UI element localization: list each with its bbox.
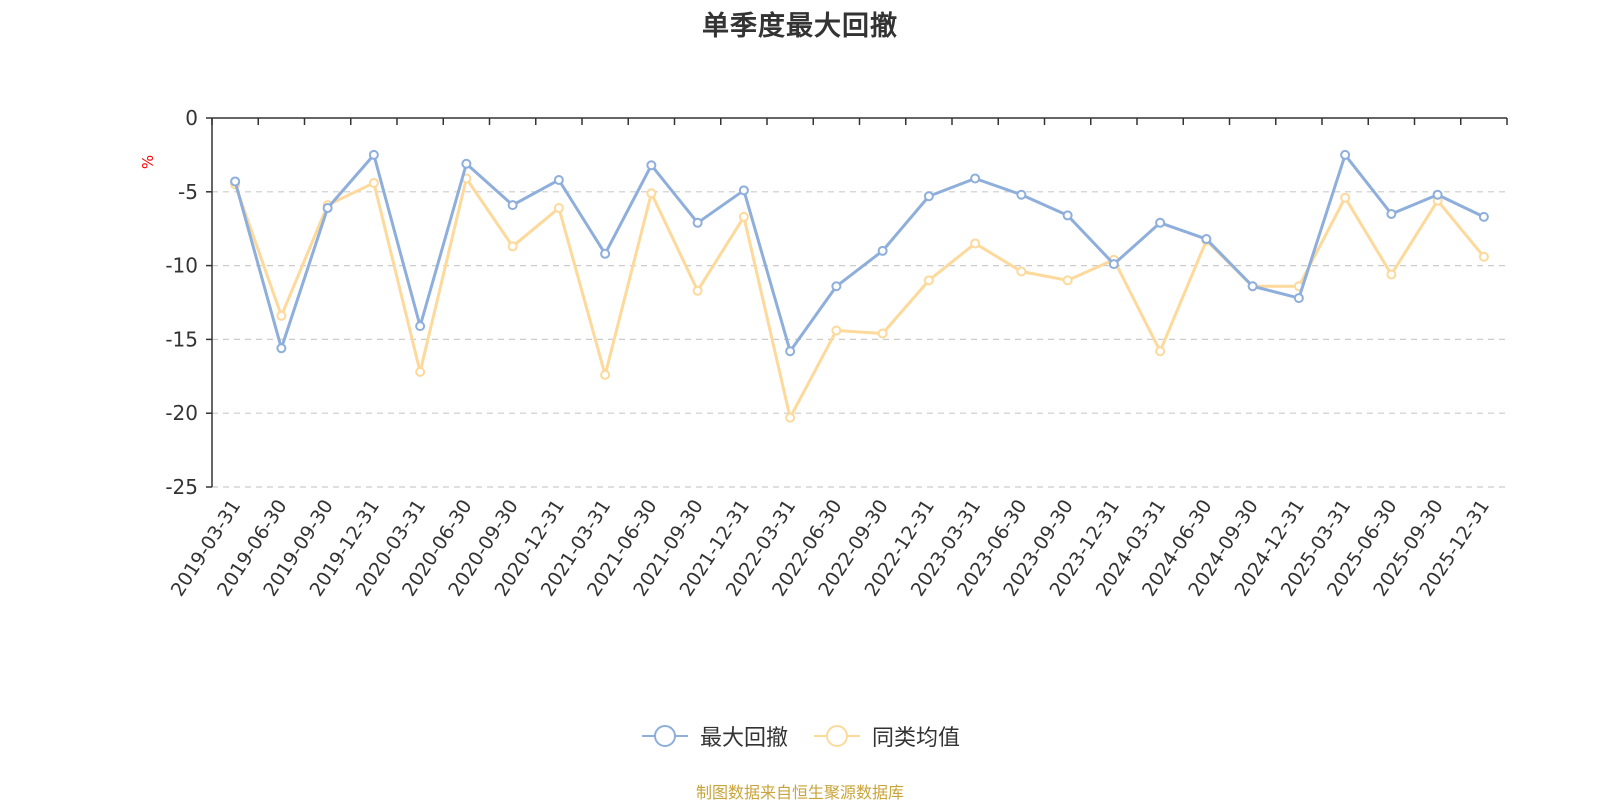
data-point[interactable] [1108, 259, 1119, 270]
y-tick-label: 0 [185, 106, 198, 130]
data-point[interactable] [877, 245, 888, 256]
data-point[interactable] [461, 158, 472, 169]
data-point[interactable] [831, 325, 842, 336]
source-note: 制图数据来自恒生聚源数据库 [695, 783, 904, 802]
data-point[interactable] [415, 366, 426, 377]
data-point[interactable] [831, 281, 842, 292]
data-point[interactable] [553, 203, 564, 214]
data-point[interactable] [1432, 189, 1443, 200]
data-point[interactable] [276, 343, 287, 354]
data-point[interactable] [1340, 149, 1351, 160]
legend-line-circle-icon [641, 725, 688, 747]
data-point[interactable] [785, 412, 796, 423]
y-tick-label: -20 [165, 401, 198, 425]
data-point[interactable] [1386, 208, 1397, 219]
grid-lines [212, 191, 1507, 488]
data-point[interactable] [1062, 210, 1073, 221]
x-tick-labels: 2019-03-312019-06-302019-09-302019-12-31… [167, 496, 1494, 601]
y-tick-label: -5 [178, 180, 198, 204]
legend-item-max-drawdown[interactable]: 最大回撤 [640, 720, 788, 752]
y-tick-label: -25 [165, 475, 198, 499]
legend-item-peer-average[interactable]: 同类均值 [812, 720, 960, 752]
y-tick-labels: 0 -5 -10 -15 -20 -25 [165, 106, 198, 499]
data-point[interactable] [692, 217, 703, 228]
data-point[interactable] [1062, 275, 1073, 286]
data-point[interactable] [1016, 266, 1027, 277]
series-line [233, 177, 1486, 420]
data-point[interactable] [1386, 269, 1397, 280]
chart-title: 单季度最大回撤 [702, 11, 898, 42]
data-point[interactable] [368, 149, 379, 160]
legend-label: 同类均值 [872, 726, 961, 751]
legend-label: 最大回撤 [699, 726, 788, 751]
data-point[interactable] [600, 369, 611, 380]
data-point[interactable] [1478, 211, 1489, 222]
data-point[interactable] [230, 176, 241, 187]
y-axis-label: % [139, 155, 157, 169]
data-point[interactable] [1478, 251, 1489, 262]
y-tick-label: -15 [165, 327, 198, 351]
data-point[interactable] [692, 285, 703, 296]
data-point[interactable] [322, 203, 333, 214]
data-point[interactable] [507, 241, 518, 252]
data-point[interactable] [276, 310, 287, 321]
data-point[interactable] [785, 346, 796, 357]
data-point[interactable] [1247, 281, 1258, 292]
data-point[interactable] [507, 200, 518, 211]
data-point[interactable] [415, 321, 426, 332]
data-point[interactable] [600, 248, 611, 259]
data-point[interactable] [923, 191, 934, 202]
series-line [233, 153, 1485, 353]
legend-line-circle-icon [814, 725, 860, 747]
data-point[interactable] [970, 238, 981, 249]
data-point[interactable] [646, 160, 657, 171]
data-point[interactable] [1293, 293, 1304, 304]
data-point[interactable] [1016, 189, 1027, 200]
data-point[interactable] [970, 173, 981, 184]
data-point[interactable] [738, 185, 749, 196]
data-point[interactable] [368, 177, 379, 188]
data-point[interactable] [1201, 234, 1212, 245]
data-point[interactable] [923, 275, 934, 286]
data-point[interactable] [553, 174, 564, 185]
data-point[interactable] [1340, 192, 1351, 203]
data-point[interactable] [738, 211, 749, 222]
data-point[interactable] [1155, 217, 1166, 228]
y-tick-label: -10 [165, 254, 198, 278]
data-point[interactable] [1155, 346, 1166, 357]
axes [206, 117, 1508, 488]
data-point[interactable] [646, 188, 657, 199]
data-point[interactable] [877, 328, 888, 339]
series-lines [230, 149, 1489, 423]
legend: 最大回撤 同类均值 [0, 720, 1600, 752]
